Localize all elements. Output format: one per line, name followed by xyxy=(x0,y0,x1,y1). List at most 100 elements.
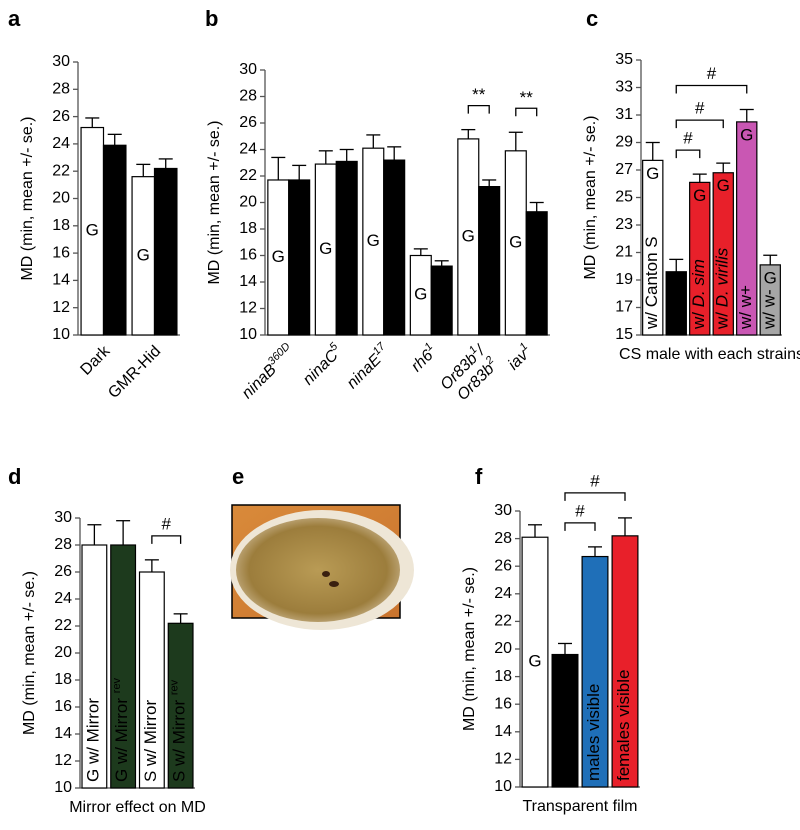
x-tick-label: rh61 xyxy=(406,340,441,375)
y-tick-label: 31 xyxy=(615,106,633,123)
y-tick-label: 12 xyxy=(239,300,257,317)
y-tick-label: 15 xyxy=(615,326,633,343)
bar-label: G w/ Mirror xyxy=(84,698,103,782)
y-tick-label: 22 xyxy=(52,162,70,179)
error-bar xyxy=(107,133,122,146)
bar-letter: G xyxy=(740,125,753,144)
bracket-label: ** xyxy=(472,85,486,104)
y-axis-label: MD (min, mean +/- se.) xyxy=(582,115,599,279)
y-tick-label: 12 xyxy=(494,751,512,768)
y-tick-label: 22 xyxy=(239,167,257,184)
y-tick-label: 10 xyxy=(494,778,512,795)
bar-letter: G xyxy=(509,232,522,251)
significance-bracket: # xyxy=(675,64,748,94)
y-tick-label: 24 xyxy=(239,141,257,158)
error-bar xyxy=(645,141,660,161)
bracket-label: ** xyxy=(520,88,534,107)
error-bar xyxy=(136,163,151,177)
bracket-label: # xyxy=(683,129,693,148)
y-tick-label: 16 xyxy=(239,247,257,264)
y-tick-label: 25 xyxy=(615,189,633,206)
significance-bracket: # xyxy=(675,129,701,159)
y-tick-label: 23 xyxy=(615,216,633,233)
bar-letter: G xyxy=(717,176,730,195)
error-bar xyxy=(339,148,354,162)
bracket-line xyxy=(467,104,490,114)
bar-label: S w/ Mirror xyxy=(141,700,160,783)
y-tick-label: 22 xyxy=(54,617,72,634)
label-part: rev xyxy=(111,677,123,693)
bar-letter: G xyxy=(319,239,332,258)
error-bar xyxy=(366,134,381,149)
y-tick-label: 26 xyxy=(494,557,512,574)
y-tick-label: 16 xyxy=(54,698,72,715)
bar-letter: S xyxy=(341,238,352,257)
y-tick-label: 24 xyxy=(54,590,72,607)
y-tick-label: 30 xyxy=(54,509,72,526)
y-tick-label: 18 xyxy=(52,217,70,234)
error-bar xyxy=(558,642,572,655)
panel-label: e xyxy=(232,464,244,489)
error-bar xyxy=(461,128,476,139)
error-bar xyxy=(292,164,307,180)
y-tick-label: 24 xyxy=(52,135,70,152)
bar xyxy=(167,622,194,789)
bar-letter: G xyxy=(764,268,777,287)
error-bar xyxy=(434,260,449,267)
label-part: rev xyxy=(169,679,181,695)
label-part: D. sim xyxy=(689,259,708,307)
bar-letter: G xyxy=(462,226,475,245)
significance-bracket: ** xyxy=(515,88,538,117)
error-bar xyxy=(158,158,173,169)
x-tick-label: ninaC5 xyxy=(298,340,347,389)
y-tick-label: 28 xyxy=(54,536,72,553)
bar-letter: S xyxy=(531,263,542,282)
significance-bracket: # xyxy=(675,99,724,129)
significance-bracket: ** xyxy=(467,85,490,114)
bar xyxy=(110,544,137,789)
y-tick-label: 33 xyxy=(615,79,633,96)
photo xyxy=(230,504,414,630)
label-part: w/ Canton S xyxy=(642,236,661,330)
bar xyxy=(521,536,549,788)
bracket-line xyxy=(151,535,182,544)
error-bar xyxy=(173,613,188,624)
bar xyxy=(581,555,609,788)
y-tick-label: 20 xyxy=(52,190,70,207)
x-axis-label: Transparent film xyxy=(523,798,638,815)
y-tick-label: 28 xyxy=(494,530,512,547)
y-tick-label: 30 xyxy=(52,53,70,70)
error-bar xyxy=(116,520,131,545)
bracket-line xyxy=(675,84,748,94)
bracket-label: # xyxy=(162,514,172,533)
error-bar xyxy=(692,173,707,183)
bracket-label: # xyxy=(707,64,717,83)
y-tick-label: 20 xyxy=(494,640,512,657)
error-bar xyxy=(529,201,544,212)
y-tick-label: 26 xyxy=(239,114,257,131)
bar-letter: S xyxy=(484,250,495,269)
label-part: w/ w+ xyxy=(736,285,755,330)
label-part: D. virilis xyxy=(713,247,732,307)
bar-label: w/ w+ xyxy=(736,285,755,330)
error-bar xyxy=(87,524,102,545)
label-part: w/ xyxy=(689,307,708,330)
label-part: females visible xyxy=(614,670,633,782)
bar-letter: S xyxy=(436,290,447,309)
y-axis-label: MD (min, mean +/- se.) xyxy=(206,120,223,284)
panel-label: a xyxy=(8,6,21,31)
x-tick-label: ninaE17 xyxy=(342,340,395,393)
bar-label: w/ w- xyxy=(760,289,779,330)
bar-letter: S xyxy=(294,247,305,266)
y-tick-label: 18 xyxy=(54,671,72,688)
bar-letter: G xyxy=(272,247,285,266)
y-tick-label: 16 xyxy=(494,695,512,712)
label-part: G w/ Mirror xyxy=(113,693,132,782)
x-tick-label: Dark xyxy=(77,342,114,379)
y-tick-label: 12 xyxy=(54,752,72,769)
bar-letter: G xyxy=(137,245,150,264)
y-tick-label: 26 xyxy=(52,108,70,125)
y-tick-label: 17 xyxy=(615,299,633,316)
bar-letter: G xyxy=(646,164,659,183)
